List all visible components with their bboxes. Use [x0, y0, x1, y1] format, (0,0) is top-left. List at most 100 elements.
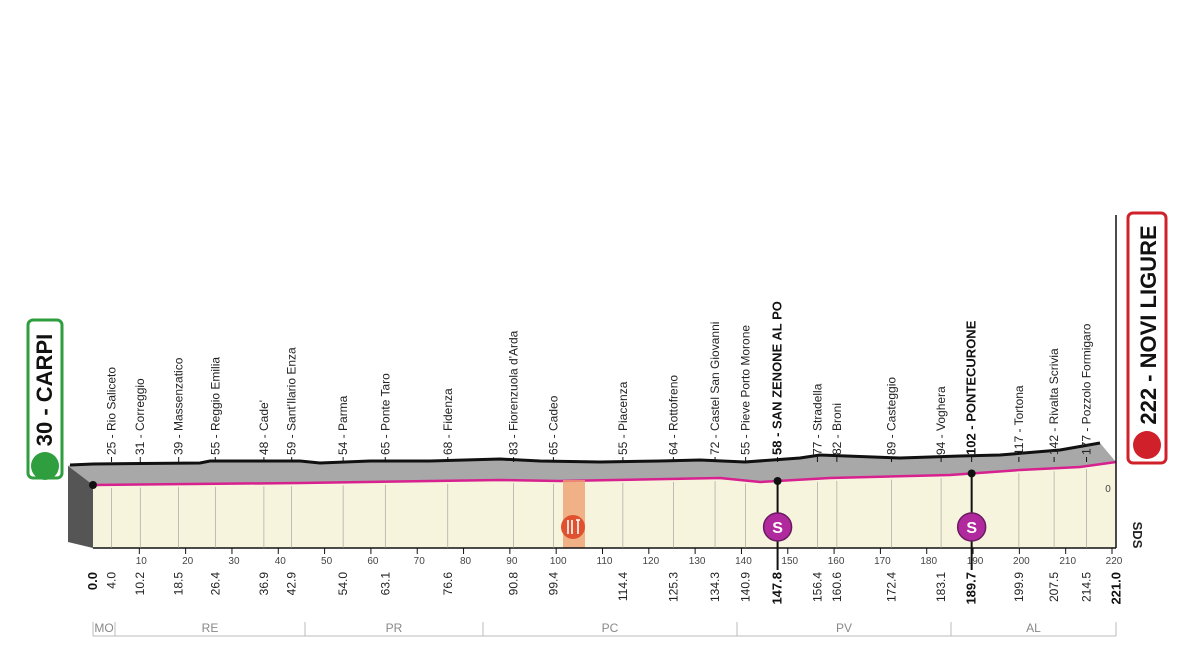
km-label: 199.9 — [1012, 572, 1026, 602]
waypoint-label: 25 - Rio Saliceto — [105, 367, 119, 455]
waypoint-label: 102 - PONTECURONE — [964, 320, 979, 455]
km-label: 221.0 — [1109, 572, 1124, 605]
waypoint-label: 77 - Stradella — [810, 383, 824, 455]
waypoint-label: 59 - Sant'Ilario Enza — [285, 347, 299, 455]
km-label: 214.5 — [1080, 572, 1094, 602]
profile-ridge — [69, 441, 1101, 467]
waypoint-label: 72 - Castel San Giovanni — [708, 322, 722, 455]
finish-label: 222 - NOVI LIGURE — [1136, 225, 1161, 424]
province-label: RE — [202, 621, 219, 635]
km-tick-label: 190 — [967, 556, 984, 567]
finish-icon — [1133, 431, 1161, 459]
km-tick-label: 140 — [735, 556, 752, 567]
waypoint-label: 58 - SAN ZENONE AL PO — [770, 301, 785, 455]
waypoint-label: 55 - Piacenza — [616, 381, 630, 455]
km-label: 134.3 — [708, 572, 722, 602]
km-tick-label: 180 — [920, 556, 937, 567]
km-label: 4.0 — [105, 572, 119, 589]
km-label: 10.2 — [133, 572, 147, 596]
sprint-icon-label: S — [772, 520, 783, 537]
route-line — [92, 460, 1117, 487]
waypoint-label: 68 - Fidenza — [441, 388, 455, 455]
sprint-dot — [773, 476, 782, 485]
km-tick-label: 210 — [1059, 556, 1076, 567]
km-tick-label: 120 — [642, 556, 659, 567]
km-tick-label: 200 — [1013, 556, 1030, 567]
waypoint-label: 39 - Massenzatico — [172, 357, 186, 455]
waypoint-label: 89 - Casteggio — [885, 377, 899, 455]
km-label: 189.7 — [964, 572, 979, 605]
km-label: 125.3 — [666, 572, 680, 602]
km-tick-label: 50 — [321, 556, 333, 567]
waypoint-label: 82 - Broni — [830, 403, 844, 455]
km-label: 99.4 — [546, 572, 560, 596]
km-label: 54.0 — [336, 572, 350, 596]
waypoint-label: 31 - Correggio — [133, 378, 147, 455]
waypoint-label: 55 - Reggio Emilia — [208, 357, 222, 455]
waypoint-label: 64 - Rottofreno — [666, 375, 680, 455]
km-label: 147.8 — [770, 572, 785, 605]
km-label: 90.8 — [507, 572, 521, 596]
km-tick-label: 30 — [228, 556, 240, 567]
km-label: 0.0 — [85, 572, 100, 590]
km-tick-label: 80 — [460, 556, 472, 567]
km-tick-label: 70 — [414, 556, 426, 567]
province-label: PV — [836, 621, 852, 635]
km-tick-label: 20 — [182, 556, 194, 567]
waypoint-label: 55 - Pieve Porto Morone — [739, 325, 753, 455]
km-tick-label: 110 — [597, 556, 613, 567]
km-label: 63.1 — [378, 572, 392, 596]
km-label: 42.9 — [285, 572, 299, 596]
km-label: 76.6 — [441, 572, 455, 596]
km-tick-label: 10 — [136, 556, 148, 567]
start-label: 30 - CARPI — [32, 334, 57, 446]
km-label: 26.4 — [208, 572, 222, 596]
km-label: 18.5 — [172, 572, 186, 596]
km-tick-label: 160 — [828, 556, 845, 567]
profile-top — [68, 443, 1116, 485]
waypoint-label: 117 - Tortona — [1012, 385, 1026, 455]
km-tick-label: 220 — [1106, 556, 1123, 567]
km-label: 140.9 — [739, 572, 753, 602]
km-label: 172.4 — [885, 572, 899, 602]
km-tick-label: 100 — [550, 556, 567, 567]
waypoint-label: 177 - Pozzolo Formigaro — [1080, 323, 1094, 455]
waypoint-label: 83 - Fiorenzuola d'Arda — [507, 330, 521, 455]
km-label: 207.5 — [1047, 572, 1061, 602]
province-borders — [92, 622, 1117, 636]
province-label: PC — [602, 621, 619, 635]
feed-icon-glyph — [567, 519, 580, 534]
start-dot — [89, 481, 97, 489]
sprint-icon — [956, 512, 987, 542]
km-tick-label: 150 — [781, 556, 798, 567]
waypoint-label: 48 - Cade' — [257, 400, 271, 455]
logo: SDS — [1130, 522, 1145, 549]
km-tick-label: 60 — [367, 556, 379, 567]
waypoint-label: 142 - Rivalta Scrivia — [1047, 348, 1061, 455]
km-label: 160.6 — [830, 572, 844, 602]
waypoint-label: 65 - Ponte Taro — [378, 373, 392, 455]
altitude-zero: 0 — [1105, 484, 1111, 495]
km-label: 183.1 — [934, 572, 948, 602]
feed-icon — [561, 515, 585, 539]
km-tick-label: 90 — [506, 556, 518, 567]
km-tick-label: 40 — [275, 556, 287, 567]
start-icon — [31, 452, 59, 480]
km-tick-label: 170 — [874, 556, 891, 567]
sprint-icon — [762, 512, 793, 542]
km-label: 36.9 — [257, 572, 271, 596]
km-label: 156.4 — [810, 572, 824, 602]
km-tick-label: 130 — [689, 556, 706, 567]
waypoint-label: 94 - Voghera — [934, 386, 948, 455]
province-label: AL — [1026, 621, 1041, 635]
finish-sign — [1126, 211, 1168, 465]
km-label: 114.4 — [616, 572, 630, 601]
sprint-icon-label: S — [966, 520, 977, 537]
sprint-dot — [967, 469, 976, 478]
province-label: PR — [386, 621, 403, 635]
waypoint-label: 54 - Parma — [336, 395, 350, 455]
profile-side — [68, 466, 93, 548]
waypoint-label: 65 - Cadeo — [546, 395, 560, 455]
